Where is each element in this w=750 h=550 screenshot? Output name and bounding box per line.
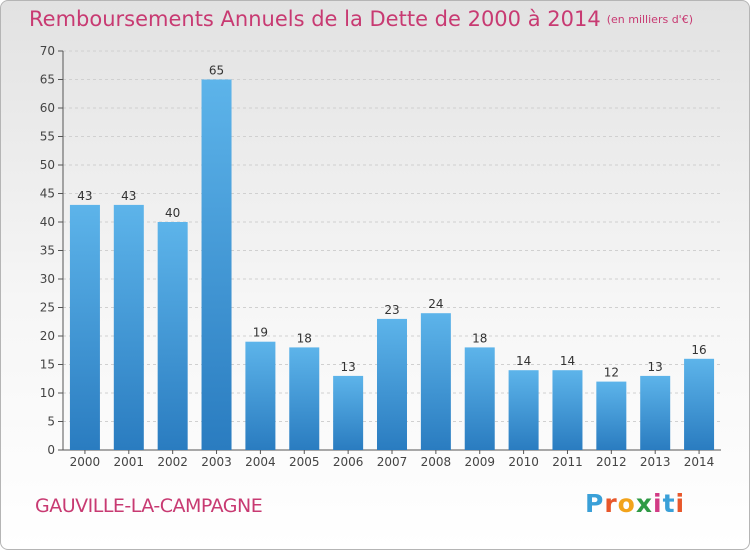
bar-value-label: 18 bbox=[472, 331, 487, 345]
x-tick-label: 2008 bbox=[421, 455, 452, 469]
bar bbox=[684, 358, 715, 450]
x-tick-label: 2005 bbox=[289, 455, 320, 469]
bar-value-label: 18 bbox=[297, 331, 312, 345]
bar bbox=[508, 370, 539, 450]
y-tick-label: 5 bbox=[47, 415, 55, 429]
proxiti-logo: Proxiti bbox=[585, 489, 685, 518]
bar bbox=[201, 79, 232, 450]
bar bbox=[464, 347, 495, 450]
bar bbox=[333, 375, 364, 450]
logo-letter: P bbox=[585, 489, 605, 518]
x-tick-label: 2011 bbox=[552, 455, 583, 469]
bar bbox=[157, 222, 188, 450]
place-name: GAUVILLE-LA-CAMPAGNE bbox=[35, 495, 263, 517]
x-tick-label: 2009 bbox=[464, 455, 495, 469]
bar bbox=[113, 204, 144, 450]
x-tick-label: 2013 bbox=[640, 455, 671, 469]
y-tick-label: 50 bbox=[40, 158, 55, 172]
y-tick-label: 20 bbox=[40, 329, 55, 343]
y-tick-label: 30 bbox=[40, 272, 55, 286]
bar-value-label: 13 bbox=[340, 360, 355, 374]
bar-value-label: 23 bbox=[384, 303, 399, 317]
y-tick-label: 35 bbox=[40, 244, 55, 258]
x-tick-label: 2007 bbox=[377, 455, 408, 469]
x-tick-label: 2001 bbox=[114, 455, 145, 469]
bar-value-label: 40 bbox=[165, 206, 180, 220]
y-tick-label: 70 bbox=[40, 44, 55, 58]
bar-value-label: 14 bbox=[560, 354, 575, 368]
bar bbox=[640, 375, 671, 450]
bar-value-label: 43 bbox=[121, 189, 136, 203]
bar bbox=[552, 370, 583, 450]
y-tick-label: 15 bbox=[40, 358, 55, 372]
chart-title-text: Remboursements Annuels de la Dette de 20… bbox=[29, 7, 601, 31]
logo-letter: o bbox=[617, 489, 636, 518]
y-tick-label: 45 bbox=[40, 187, 55, 201]
y-tick-label: 65 bbox=[40, 73, 55, 87]
bar-value-label: 65 bbox=[209, 64, 224, 78]
y-tick-label: 60 bbox=[40, 101, 55, 115]
bar-value-label: 16 bbox=[691, 343, 706, 357]
y-tick-label: 25 bbox=[40, 301, 55, 315]
bar-value-label: 13 bbox=[648, 360, 663, 374]
bar-value-label: 12 bbox=[604, 366, 619, 380]
x-tick-label: 2010 bbox=[508, 455, 539, 469]
bar bbox=[69, 204, 100, 450]
x-tick-label: 2004 bbox=[245, 455, 276, 469]
bar-value-label: 43 bbox=[77, 189, 92, 203]
bar bbox=[596, 381, 627, 450]
logo-letter: i bbox=[675, 489, 686, 518]
bar-value-label: 19 bbox=[253, 326, 268, 340]
x-tick-label: 2002 bbox=[157, 455, 188, 469]
x-tick-label: 2012 bbox=[596, 455, 627, 469]
y-tick-label: 40 bbox=[40, 215, 55, 229]
y-tick-label: 55 bbox=[40, 130, 55, 144]
y-tick-label: 0 bbox=[47, 443, 55, 457]
bar bbox=[377, 318, 407, 450]
bar bbox=[245, 341, 276, 450]
bar bbox=[289, 347, 320, 450]
x-tick-label: 2014 bbox=[684, 455, 715, 469]
bar-value-label: 24 bbox=[428, 297, 443, 311]
x-tick-label: 2003 bbox=[201, 455, 232, 469]
logo-letter: r bbox=[604, 489, 618, 518]
logo-letter: x bbox=[635, 489, 653, 518]
logo-letter: t bbox=[662, 489, 676, 518]
chart-title: Remboursements Annuels de la Dette de 20… bbox=[29, 7, 693, 31]
x-tick-label: 2000 bbox=[70, 455, 101, 469]
x-tick-label: 2006 bbox=[333, 455, 364, 469]
bar-value-label: 14 bbox=[516, 354, 531, 368]
chart-unit: (en milliers d'€) bbox=[606, 13, 693, 26]
y-tick-label: 10 bbox=[40, 386, 55, 400]
bar bbox=[420, 313, 451, 450]
logo-letter: i bbox=[653, 489, 663, 518]
